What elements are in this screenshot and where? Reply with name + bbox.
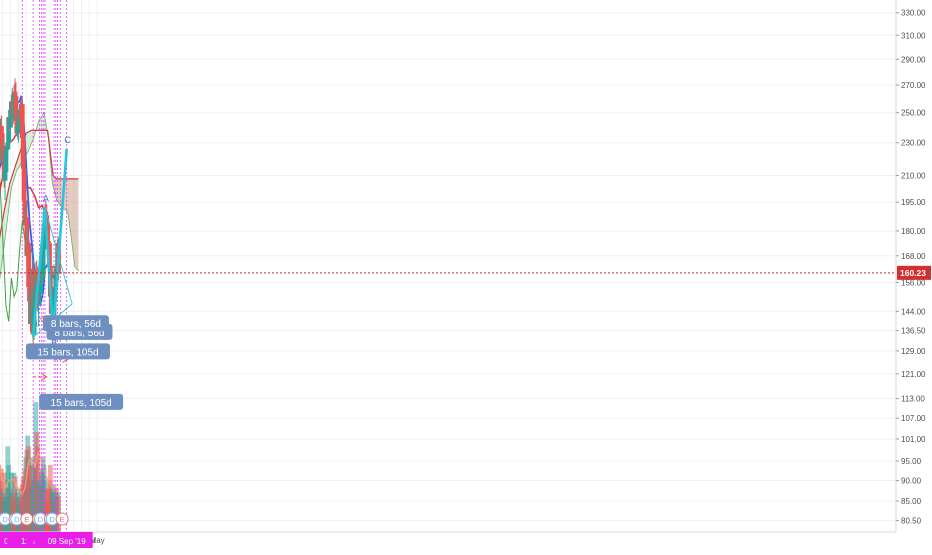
price-tick-label: 136.50 bbox=[901, 327, 926, 336]
event-letter: E bbox=[24, 515, 29, 524]
candle-body bbox=[20, 104, 25, 138]
candle-body bbox=[8, 118, 13, 127]
bar-range[interactable]: 8 bars, 56d bbox=[43, 315, 109, 332]
price-tick-label: 195.00 bbox=[901, 198, 926, 207]
bar-range-label: 8 bars, 56d bbox=[51, 319, 101, 330]
candle-body bbox=[21, 138, 26, 169]
candle-body bbox=[13, 92, 18, 96]
price-axis[interactable]: 330.00 310.00 290.00 270.00 250.00 230.00 210.… bbox=[896, 0, 932, 550]
price-tick-label: 230.00 bbox=[901, 139, 926, 148]
price-tick-label: 168.00 bbox=[901, 252, 926, 261]
bar-range-label: 15 bars, 105d bbox=[51, 398, 112, 409]
candle-body bbox=[3, 172, 8, 181]
price-tick-label: 90.00 bbox=[901, 476, 922, 485]
price-tick-label: 210.00 bbox=[901, 171, 926, 180]
candle-body bbox=[15, 127, 20, 133]
price-tick-label: 121.00 bbox=[901, 370, 926, 379]
pattern-point-label: C bbox=[64, 135, 71, 145]
earnings-markers[interactable]: EDEDEDEDEEDEDE bbox=[0, 513, 68, 525]
earnings-icon[interactable]: E bbox=[21, 513, 33, 525]
bar-range-label: 15 bars, 105d bbox=[37, 347, 98, 358]
time-axis-background bbox=[0, 532, 896, 550]
price-tick-label: 330.00 bbox=[901, 9, 926, 18]
earnings-icon[interactable]: E bbox=[56, 513, 68, 525]
event-letter: D bbox=[14, 515, 20, 524]
price-tick-label: 95.00 bbox=[901, 457, 922, 466]
price-tick-label: 85.00 bbox=[901, 497, 922, 506]
date-marker-label: 09 Sep '19 bbox=[48, 537, 87, 546]
price-tick-label: 180.00 bbox=[901, 227, 926, 236]
price-tick-label: 144.00 bbox=[901, 307, 926, 316]
candle-body bbox=[5, 143, 10, 149]
price-tick-label: 310.00 bbox=[901, 31, 926, 40]
event-letter: E bbox=[60, 515, 65, 524]
price-tick-label: 129.00 bbox=[901, 347, 926, 356]
date-marker-badge[interactable]: 09 Sep '19 bbox=[41, 532, 93, 548]
price-tick-label: 270.00 bbox=[901, 81, 926, 90]
pattern-point-label: A bbox=[43, 194, 49, 204]
event-letter: D bbox=[2, 515, 8, 524]
event-letter: D bbox=[38, 515, 44, 524]
price-tick-label: 80.50 bbox=[901, 517, 922, 526]
candle-body bbox=[4, 149, 9, 150]
event-letter: D bbox=[49, 515, 55, 524]
price-tick-label: 250.00 bbox=[901, 109, 926, 118]
current-price-label: 160.23 bbox=[900, 268, 926, 278]
price-tick-label: 113.00 bbox=[901, 395, 925, 404]
price-tick-label: 101.00 bbox=[901, 435, 926, 444]
time-axis[interactable]: Nov2018MarMayJulSepNovMayNov2020MarMay01… bbox=[0, 532, 896, 550]
price-tick-label: 107.00 bbox=[901, 414, 926, 423]
candle-body bbox=[22, 169, 27, 201]
price-tick-label: 290.00 bbox=[901, 55, 926, 64]
